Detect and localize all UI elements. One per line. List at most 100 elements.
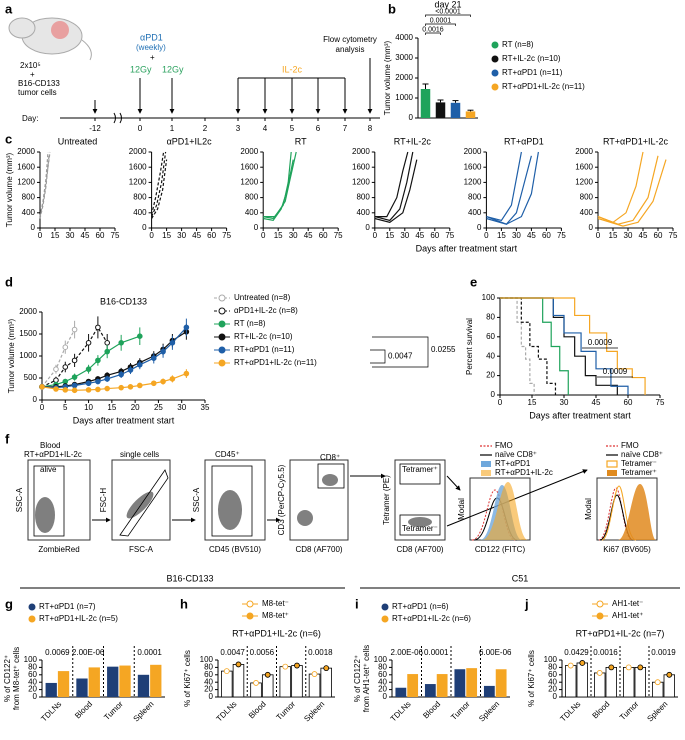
bar [221,670,233,698]
y-tick-label: 800 [468,193,482,202]
y-axis-label: % of CD122⁺ [3,655,12,702]
legend-key [381,603,389,611]
legend-key [596,600,604,608]
legend-key [491,41,499,49]
x-tick-label: 15 [162,231,171,240]
data-point [85,366,92,373]
panel-label: d [5,274,13,289]
legend-label: AH1-tet⁻ [612,599,643,608]
il2-text: IL-2c [282,64,303,74]
data-point [95,386,101,393]
y-tick-label: 1200 [575,178,593,187]
x-tick-label: Blood [247,700,268,721]
x-tick-label: 15 [528,398,537,407]
p-value: 0.0018 [308,648,333,657]
bar [107,666,119,697]
x-tick-label: 10 [84,403,93,412]
y-tick-label: 40 [486,351,495,360]
legend-label: RT+αPD1+IL-2c (n=11) [234,358,317,367]
data-point [85,380,92,387]
data-point [160,348,166,355]
y-tick-label: 100 [482,293,496,302]
legend-label: Tetramer⁺ [621,468,657,477]
y-tick-label: 100 [374,655,388,664]
y-tick-label: 80 [486,313,495,322]
bar [465,111,476,118]
series-line [597,159,667,227]
data-point [137,333,143,340]
data-point [53,386,59,392]
x-tick-label: 75 [557,231,566,240]
data-point [137,362,143,368]
x-tick-label: Tumor [618,699,641,722]
bar [45,682,57,697]
legend-key [218,307,226,315]
cells-text: B16-CD133 [18,79,60,88]
data-point [85,387,92,393]
legend-label: RT+αPD1 (n=11) [234,345,295,354]
y-tick-label: 40 [28,677,37,686]
y-axis-label: Modal [457,498,466,520]
x-axis-label: ZombieRed [38,545,79,554]
data-point [71,387,78,394]
x-tick-label: 0 [261,231,266,240]
treatment-text: (weekly) [136,43,166,52]
series-line [41,329,76,388]
x-axis-label: CD8 (AF700) [295,545,342,554]
bar [634,667,647,698]
x-tick-label: 15 [51,231,60,240]
y-axis-label: Tumor volume (mm³) [383,40,392,115]
x-tick-label: 30 [177,403,186,412]
chart-subtitle: RT+αPD1+IL-2c (n=6) [232,628,321,638]
y-tick-label: 400 [245,208,259,217]
flow-panel: f Blood RT+αPD1+IL-2c alive single cells… [5,431,663,554]
series-line [500,297,535,395]
data-point [104,385,110,392]
legend-label: RT+αPD1 (n=6) [392,602,449,611]
y-tick-label: 0 [142,223,147,232]
y-tick-label: 0 [209,692,214,701]
day-label: 6 [316,124,321,133]
y-tick-label: 1200 [464,178,482,187]
y-tick-label: 20 [548,685,557,694]
data-point [169,376,176,382]
y-tick-label: 400 [22,208,36,217]
series-line [374,151,414,222]
p-value: 0.0019 [651,648,676,657]
x-tick-label: 45 [192,231,201,240]
x-tick-label: 60 [624,398,633,407]
series-line [151,151,167,217]
p-value: 0.0056 [250,648,275,657]
series-line [500,297,618,395]
data-point [150,355,157,362]
sample-text: RT+αPD1+IL-2c [24,450,82,459]
day-label: Day: [22,114,38,123]
x-tick-label: 75 [669,231,678,240]
y-axis-label: Tetramer (PE) [382,475,391,525]
bar-marker [282,663,289,670]
legend-label: AH1-tet⁺ [612,611,643,620]
data-point [150,380,157,387]
series-line [486,151,539,225]
bar-marker [596,670,603,676]
rt-text: 12Gy [162,64,184,74]
x-tick-label: Blood [591,700,612,721]
y-axis-label: % of Ki67⁺ cells [527,650,536,707]
y-tick-label: 0 [33,692,38,701]
bar-marker [666,671,673,678]
day-label: 7 [343,124,348,133]
series-line [500,297,569,395]
chart-title: RT [295,136,307,146]
series-line [374,151,409,218]
y-tick-label: 40 [548,677,557,686]
y-axis-label: Tumor volume (mm³) [5,152,14,227]
chart-title: B16-CD133 [100,296,147,306]
chart-title: αPD1+IL2c [167,136,212,146]
legend-label: RT+αPD1+IL-2c [495,468,553,477]
data-point [104,348,110,355]
panel-label: a [5,1,13,16]
p-value: 0.0009 [588,338,613,347]
x-tick-label: Spleen [132,700,156,724]
series-line [39,151,49,217]
y-tick-label: 1200 [17,178,35,187]
